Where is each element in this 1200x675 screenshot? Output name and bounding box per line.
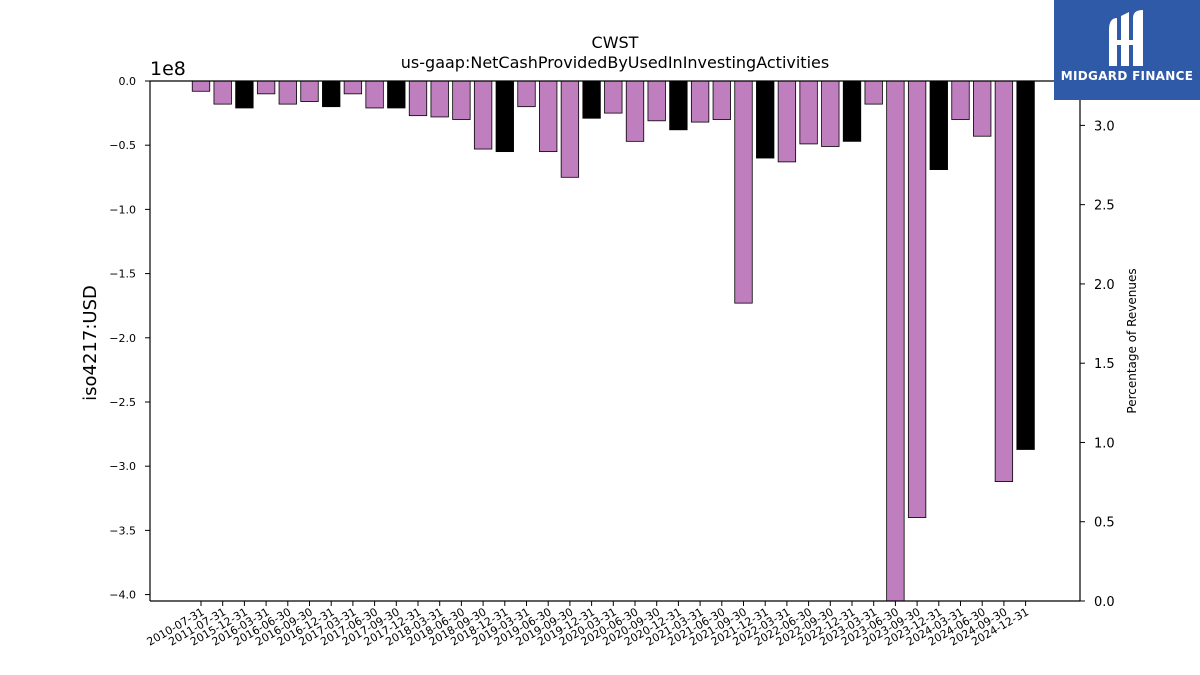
bar-2018-03-31 <box>430 80 449 118</box>
bar-2021-09-30 <box>734 80 753 304</box>
y2-tick-label: 0.5 <box>1094 516 1115 531</box>
bar-2016-06-30 <box>278 80 297 105</box>
bar-2022-09-30 <box>821 80 840 147</box>
bar-2024-06-30 <box>973 80 992 137</box>
bar-2021-12-31 <box>756 80 775 159</box>
bar-2019-12-31 <box>582 80 601 119</box>
bar-2021-03-31 <box>690 80 710 123</box>
y-tick-label: −3.5 <box>109 524 136 537</box>
y-tick-label: 0.0 <box>119 75 137 88</box>
y2-tick-label: 1.0 <box>1094 436 1115 451</box>
bar-2017-09-30 <box>387 80 406 109</box>
bar-2017-03-31 <box>343 80 363 95</box>
bar-2017-12-31 <box>408 80 428 117</box>
bar-2018-12-31 <box>495 80 514 153</box>
y-tick-label: −4.0 <box>109 589 136 602</box>
bar-2022-03-31 <box>777 80 797 163</box>
bar-2019-09-30 <box>560 80 580 178</box>
y-tick-label: −1.5 <box>109 268 136 281</box>
y-axis-label: iso4217:USD <box>80 285 101 401</box>
bar-2020-12-31 <box>669 80 688 131</box>
bar-2022-12-31 <box>842 80 862 142</box>
bar-2011-07-31 <box>213 80 232 105</box>
bar-2019-03-31 <box>517 80 536 108</box>
bar-2023-12-31 <box>929 80 948 170</box>
bar-2018-09-30 <box>473 80 493 150</box>
logo-mark-icon <box>1109 10 1143 66</box>
bar-2020-03-31 <box>604 80 623 114</box>
bar-2024-12-31 <box>1016 80 1035 450</box>
bar-2023-09-30 <box>907 80 927 518</box>
y2-tick-label: 0.0 <box>1094 595 1115 610</box>
y-tick-label: −2.0 <box>109 332 136 345</box>
bar-2022-06-30 <box>799 80 818 145</box>
bar-2020-06-30 <box>625 80 645 142</box>
bar-2023-03-31 <box>864 80 883 105</box>
bar-2017-06-30 <box>365 80 384 109</box>
bar-2024-03-31 <box>951 80 970 120</box>
bar-2020-09-30 <box>647 80 666 122</box>
bar-2015-12-31 <box>235 80 254 109</box>
logo-text: MIDGARD FINANCE <box>1060 69 1194 83</box>
bar-2019-06-30 <box>539 80 558 153</box>
bar-2024-09-30 <box>994 80 1014 482</box>
y2-tick-label: 2.5 <box>1094 199 1115 214</box>
bar-2018-06-30 <box>452 80 471 120</box>
bar-2016-03-31 <box>256 80 276 95</box>
bar-2021-06-30 <box>712 80 731 120</box>
y2-axis-label: Percentage of Revenues <box>1125 268 1139 413</box>
y-tick-label: −1.0 <box>109 203 136 216</box>
bar-2016-09-30 <box>300 80 319 102</box>
y2-tick-label: 2.0 <box>1094 278 1115 293</box>
midgard-finance-logo: MIDGARD FINANCE <box>1054 0 1200 100</box>
y-tick-label: −2.5 <box>109 396 136 409</box>
y2-tick-label: 1.5 <box>1094 357 1115 372</box>
bars-layer <box>191 80 1035 602</box>
y-tick-label: −3.0 <box>109 460 136 473</box>
chart-title: CWST <box>592 33 639 52</box>
bar-2010-07-31 <box>191 80 211 92</box>
bar-2016-12-31 <box>322 80 341 108</box>
chart-subtitle: us-gaap:NetCashProvidedByUsedInInvesting… <box>401 53 829 72</box>
bar-2023-06-30 <box>886 80 905 602</box>
axes-layer: 2010-07-312011-07-312015-12-312016-03-31… <box>109 75 1114 649</box>
y2-tick-label: 3.0 <box>1094 119 1115 134</box>
y-offset-label: 1e8 <box>150 58 186 80</box>
y-tick-label: −0.5 <box>109 139 136 152</box>
